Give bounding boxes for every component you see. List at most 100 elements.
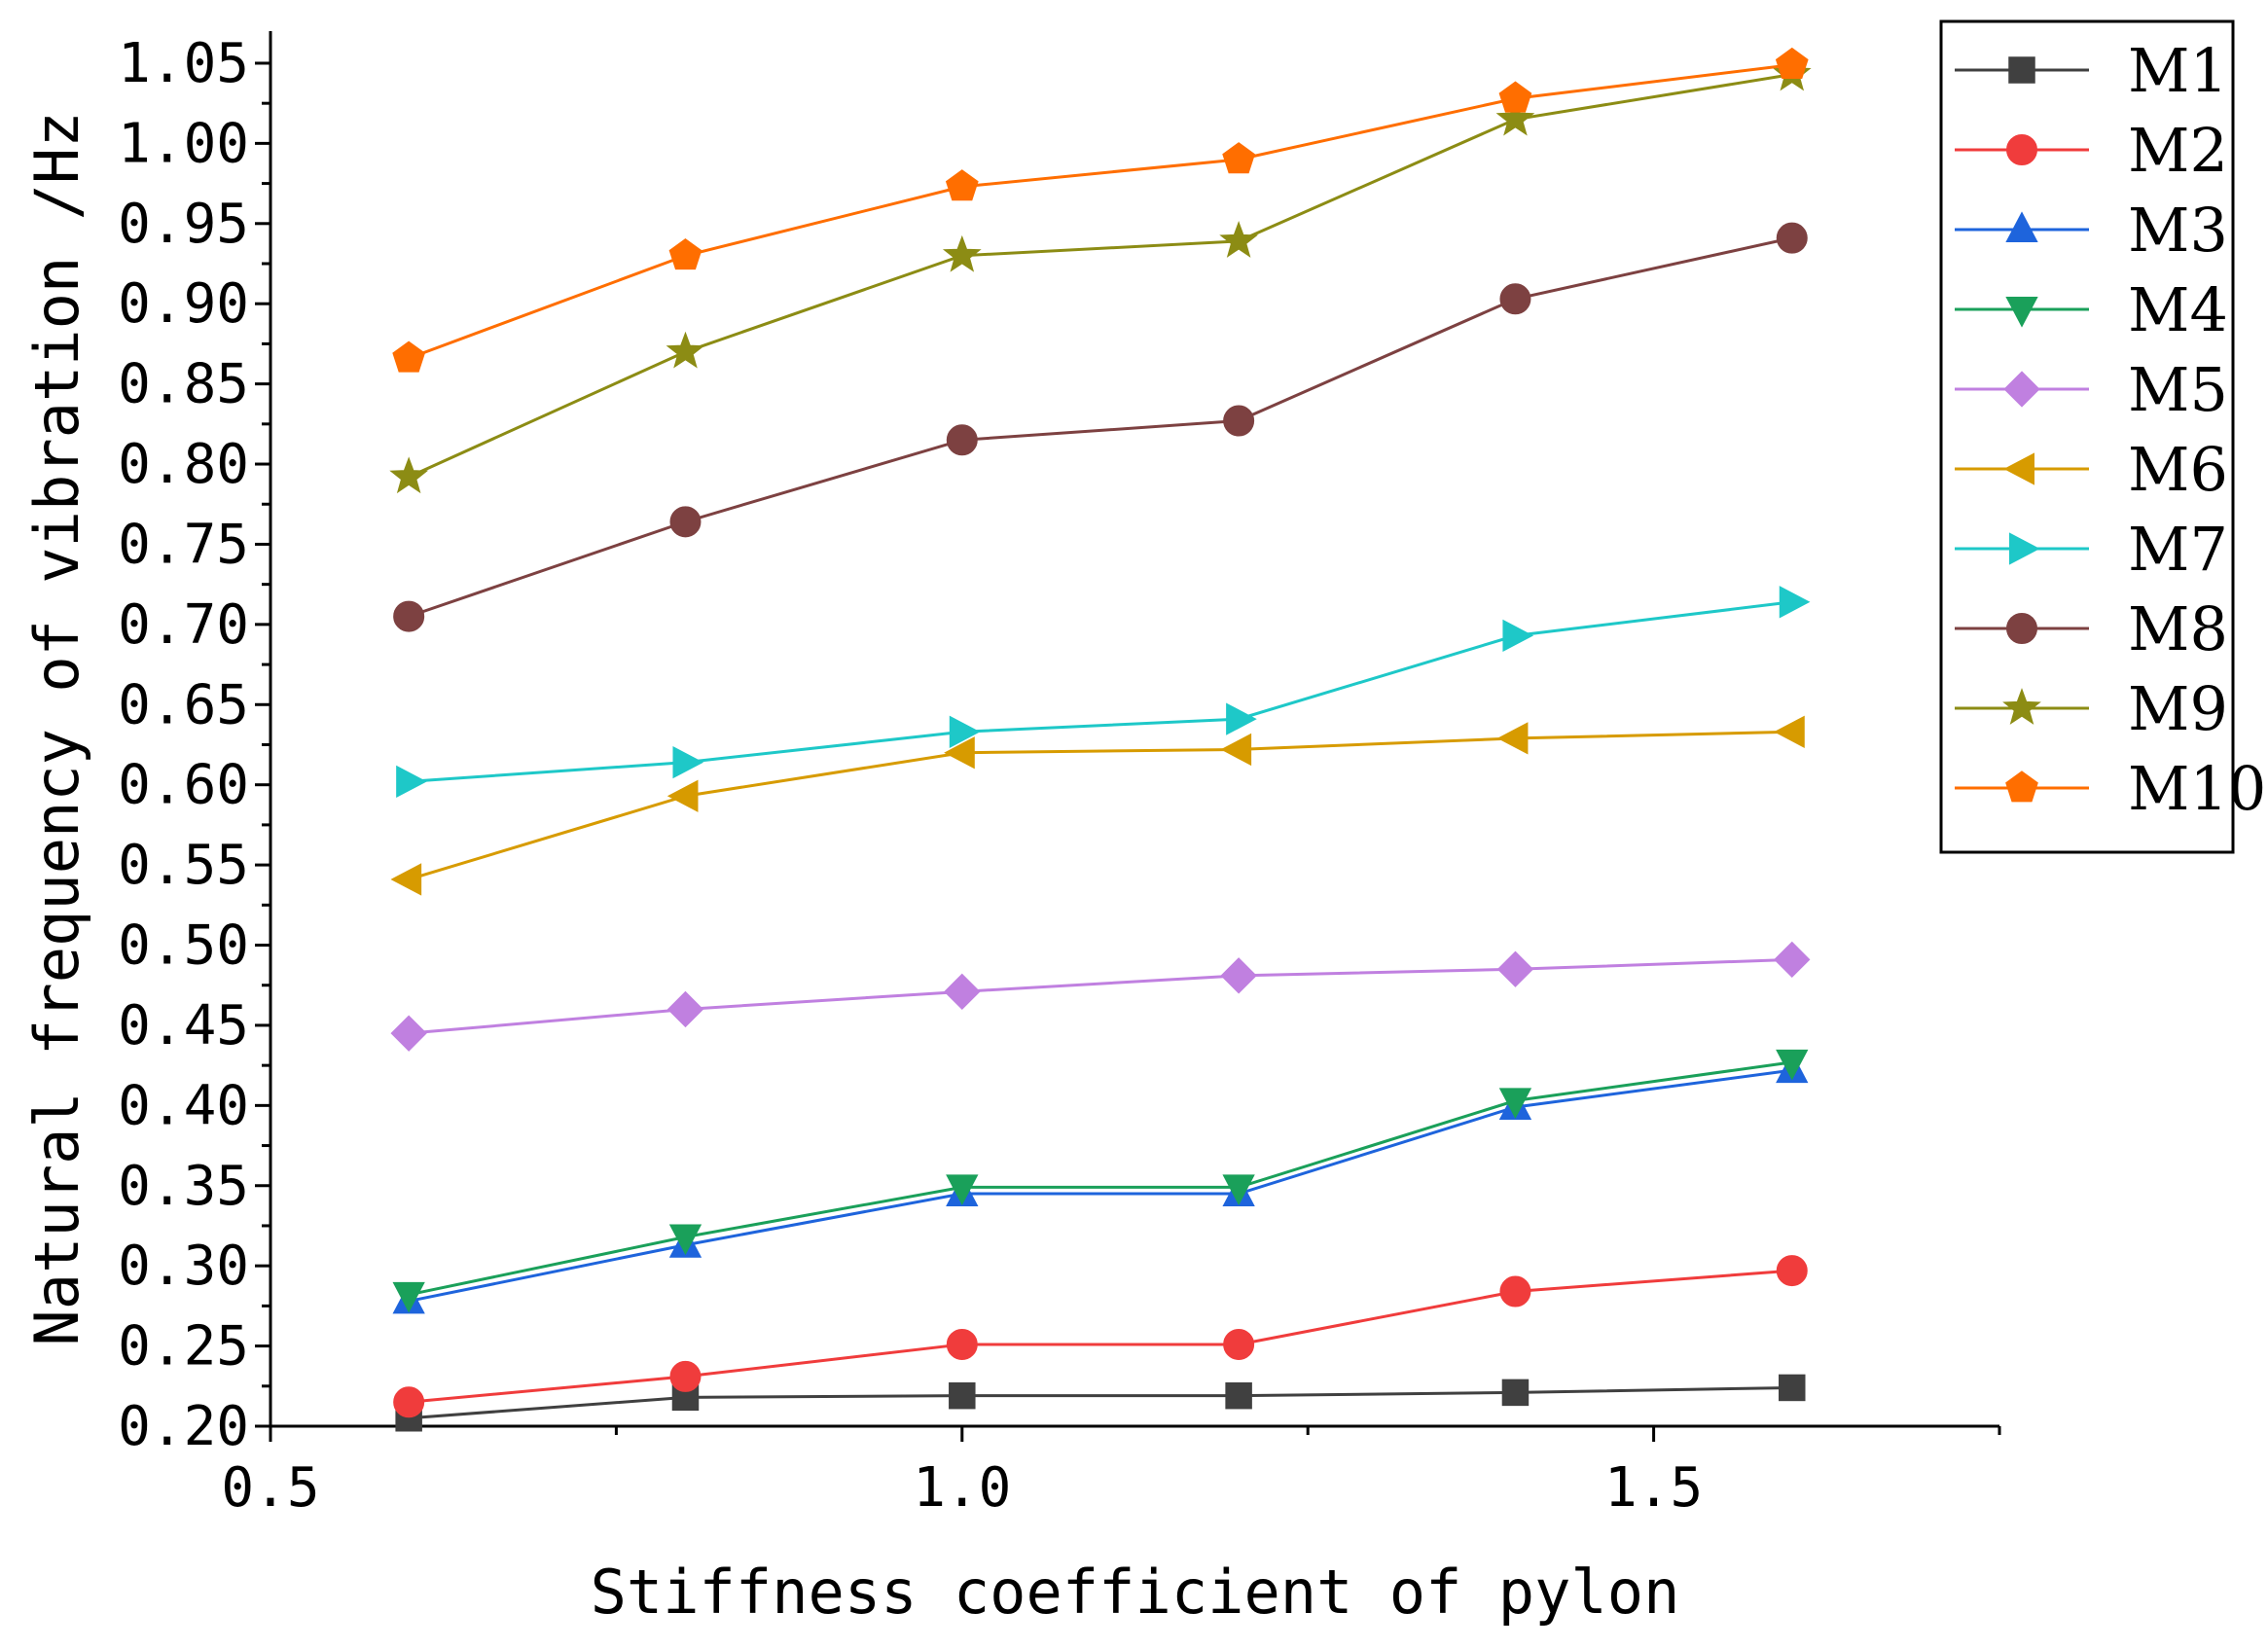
data-point [668,1224,702,1256]
legend-item: M5 [1955,354,2228,425]
series-line [409,600,1792,783]
data-point [1220,957,1257,994]
data-point [1499,1275,1531,1308]
legend-marker [2003,452,2034,485]
series-line [408,1060,1792,1297]
y-tick-label: 0.20 [118,1395,249,1458]
data-point [389,456,429,494]
legend-marker [2005,211,2038,242]
legend-label: M2 [2128,115,2228,186]
legend-marker [2008,56,2035,84]
series-m1 [395,1374,1806,1432]
data-point [946,1328,978,1360]
x-tick-label: 0.5 [221,1456,319,1520]
series-line [408,63,1792,360]
data-point [669,1360,702,1392]
data-point [392,1281,425,1313]
data-point [1498,81,1532,113]
x-tick-label: 1.5 [1604,1456,1703,1520]
data-point [666,779,699,812]
data-point [1774,941,1811,979]
data-point [666,990,704,1028]
data-point [666,331,705,369]
data-point [945,169,979,201]
series-line [408,1068,1792,1303]
series-m5 [390,941,1811,1052]
data-point [1222,142,1255,174]
legend-marker [2005,770,2038,803]
legend-marker [2002,688,2041,725]
data-point [1776,1255,1808,1287]
data-point [1779,1374,1806,1402]
data-point [396,765,427,799]
legend-marker [2005,297,2038,328]
legend-item: M8 [1955,593,2228,664]
data-point [946,1174,979,1206]
y-tick-label: 0.65 [118,673,249,736]
series-m2 [393,1255,1808,1418]
data-point [949,715,981,748]
series-m10 [392,47,1809,373]
data-point [1501,1379,1530,1407]
data-point [672,745,704,779]
x-tick-label: 1.0 [913,1456,1011,1520]
series-line [408,236,1793,619]
legend-marker [2003,371,2040,408]
series-line [409,1269,1792,1404]
y-tick-label: 0.50 [118,914,249,978]
legend-label: M1 [2128,35,2228,106]
legend-label: M5 [2128,354,2228,425]
data-point [669,506,702,538]
legend-item: M10 [1955,753,2266,824]
axes: 0.20 0.25 0.30 0.35 0.40 0.45 0.50 0.55 0.60 0.65… [118,31,2001,1520]
data-point [1498,1088,1532,1120]
legend-label: M4 [2128,274,2228,345]
y-tick-label: 0.25 [118,1315,249,1379]
data-point [668,238,702,270]
legend-box [1939,19,2235,854]
series-m8 [393,222,1808,632]
legend-label: M3 [2128,195,2228,266]
y-tick-label: 1.05 [118,32,249,95]
legend-label: M8 [2128,593,2228,664]
legend-item: M6 [1955,434,2228,505]
data-point [392,340,426,373]
series-line [409,1385,1792,1420]
data-point [1779,586,1811,619]
legend-item: M7 [1955,514,2228,585]
legend-item: M2 [1955,115,2228,186]
series-m3 [392,1052,1809,1314]
legend-label: M10 [2128,753,2266,824]
series-m4 [392,1049,1809,1313]
data-point [1774,715,1805,748]
data-point [1226,702,1257,735]
data-point [1775,47,1809,79]
series-m7 [396,586,1811,799]
series-line [408,730,1792,881]
y-tick-label: 0.60 [118,754,249,817]
y-tick-label: 0.45 [118,994,249,1057]
data-point [1776,1049,1809,1081]
legend-item: M9 [1955,673,2228,744]
data-point [1225,1381,1252,1410]
series-m9 [389,54,1812,494]
data-point [1776,222,1808,254]
legend-item: M3 [1955,195,2228,266]
series-group [389,47,1812,1432]
legend-item: M1 [1955,35,2228,106]
legend: M1 M2 M3 M4 M5 M6 M7 M8 M9 M10 [1939,19,2266,854]
data-point [1496,722,1529,755]
legend-label: M9 [2128,673,2228,744]
y-tick-label: 0.35 [118,1155,249,1218]
legend-label: M6 [2128,434,2228,505]
data-point [1495,98,1535,136]
y-tick-label: 0.40 [118,1074,249,1137]
y-tick-label: 0.75 [118,513,249,576]
data-point [946,424,978,456]
data-point [1222,1174,1255,1206]
data-point [393,1386,425,1418]
legend-marker [2006,613,2037,644]
legend-item: M4 [1955,274,2228,345]
